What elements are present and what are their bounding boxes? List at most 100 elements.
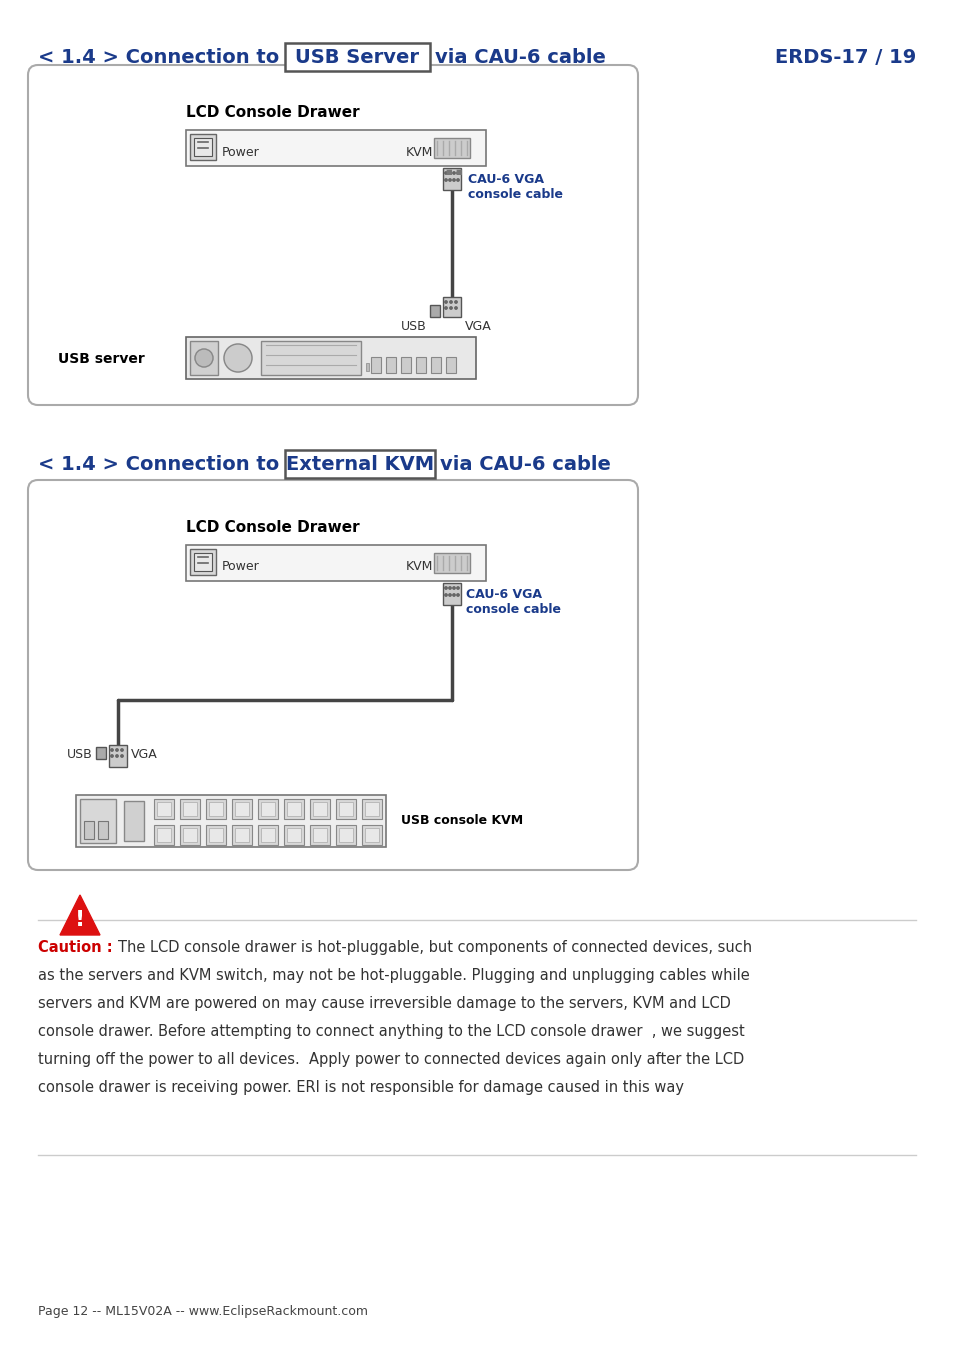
FancyBboxPatch shape: [28, 481, 638, 869]
Circle shape: [444, 178, 447, 181]
Text: console drawer. Before attempting to connect anything to the LCD console drawer : console drawer. Before attempting to con…: [38, 1025, 744, 1040]
Text: KVM: KVM: [406, 560, 433, 574]
Bar: [153, 799, 173, 819]
Bar: [232, 825, 252, 845]
Bar: [257, 799, 277, 819]
Bar: [434, 138, 470, 158]
Bar: [284, 799, 304, 819]
Bar: [285, 43, 430, 72]
Circle shape: [115, 755, 118, 757]
Bar: [261, 828, 274, 842]
Circle shape: [448, 594, 451, 597]
Bar: [76, 795, 386, 846]
Bar: [190, 342, 218, 375]
Bar: [157, 802, 171, 815]
Circle shape: [448, 587, 451, 589]
Bar: [313, 828, 327, 842]
Circle shape: [449, 306, 452, 309]
Circle shape: [455, 306, 456, 309]
Bar: [261, 342, 360, 375]
Bar: [257, 825, 277, 845]
Text: LCD Console Drawer: LCD Console Drawer: [186, 520, 359, 535]
Bar: [232, 799, 252, 819]
Bar: [365, 802, 378, 815]
Bar: [84, 821, 94, 838]
Text: VGA: VGA: [131, 748, 157, 761]
Circle shape: [449, 301, 452, 304]
Bar: [361, 825, 381, 845]
Bar: [153, 825, 173, 845]
Circle shape: [453, 178, 455, 181]
Bar: [430, 305, 439, 317]
Text: !: !: [75, 910, 85, 930]
Bar: [186, 545, 485, 580]
Text: LCD Console Drawer: LCD Console Drawer: [186, 105, 359, 120]
Bar: [366, 363, 369, 371]
Text: < 1.4 > Connection to: < 1.4 > Connection to: [38, 49, 279, 68]
FancyBboxPatch shape: [28, 65, 638, 405]
Bar: [206, 825, 226, 845]
Circle shape: [111, 749, 113, 751]
Circle shape: [444, 587, 447, 589]
Circle shape: [444, 306, 447, 309]
Bar: [186, 338, 476, 379]
Bar: [209, 828, 223, 842]
Bar: [157, 828, 171, 842]
Bar: [183, 802, 196, 815]
Circle shape: [448, 171, 451, 174]
Text: USB console KVM: USB console KVM: [400, 814, 522, 828]
Bar: [434, 554, 470, 572]
Bar: [287, 802, 301, 815]
Bar: [386, 356, 395, 373]
Bar: [371, 356, 380, 373]
Circle shape: [448, 178, 451, 181]
Circle shape: [456, 594, 458, 597]
Text: < 1.4 > Connection to: < 1.4 > Connection to: [38, 455, 279, 474]
Text: turning off the power to all devices.  Apply power to connected devices again on: turning off the power to all devices. Ap…: [38, 1052, 743, 1066]
Circle shape: [453, 171, 455, 174]
Bar: [96, 747, 106, 759]
Circle shape: [453, 594, 455, 597]
Text: console cable: console cable: [468, 188, 562, 201]
Circle shape: [224, 344, 252, 373]
Text: USB Server: USB Server: [295, 49, 419, 68]
Bar: [365, 828, 378, 842]
Bar: [234, 828, 249, 842]
Bar: [98, 821, 108, 838]
Text: USB: USB: [67, 748, 92, 761]
Circle shape: [456, 178, 458, 181]
Text: console cable: console cable: [465, 603, 560, 616]
Circle shape: [444, 171, 447, 174]
Bar: [361, 799, 381, 819]
Bar: [190, 549, 215, 575]
Text: External KVM: External KVM: [286, 455, 434, 474]
Text: as the servers and KVM switch, may not be hot-pluggable. Plugging and unplugging: as the servers and KVM switch, may not b…: [38, 968, 749, 983]
Text: Page 12 -- ML15V02A -- www.EclipseRackmount.com: Page 12 -- ML15V02A -- www.EclipseRackmo…: [38, 1305, 368, 1318]
Bar: [446, 356, 456, 373]
Text: ■: ■: [455, 169, 461, 176]
Text: Power: Power: [222, 146, 259, 158]
Circle shape: [444, 594, 447, 597]
Bar: [335, 799, 355, 819]
Bar: [183, 828, 196, 842]
Bar: [287, 828, 301, 842]
Text: CAU-6 VGA: CAU-6 VGA: [468, 173, 543, 186]
Bar: [335, 825, 355, 845]
Bar: [109, 745, 127, 767]
Text: via CAU-6 cable: via CAU-6 cable: [439, 455, 610, 474]
Circle shape: [121, 749, 123, 751]
Circle shape: [111, 755, 113, 757]
Circle shape: [455, 301, 456, 304]
Bar: [209, 802, 223, 815]
Text: USB: USB: [401, 320, 427, 333]
Text: USB server: USB server: [58, 352, 145, 366]
Bar: [313, 802, 327, 815]
Text: via CAU-6 cable: via CAU-6 cable: [435, 49, 605, 68]
Circle shape: [194, 350, 213, 367]
Bar: [400, 356, 411, 373]
Bar: [193, 138, 212, 157]
Bar: [80, 799, 116, 842]
Text: ■: ■: [444, 169, 451, 176]
Bar: [310, 799, 330, 819]
Text: The LCD console drawer is hot-pluggable, but components of connected devices, su: The LCD console drawer is hot-pluggable,…: [118, 940, 751, 954]
